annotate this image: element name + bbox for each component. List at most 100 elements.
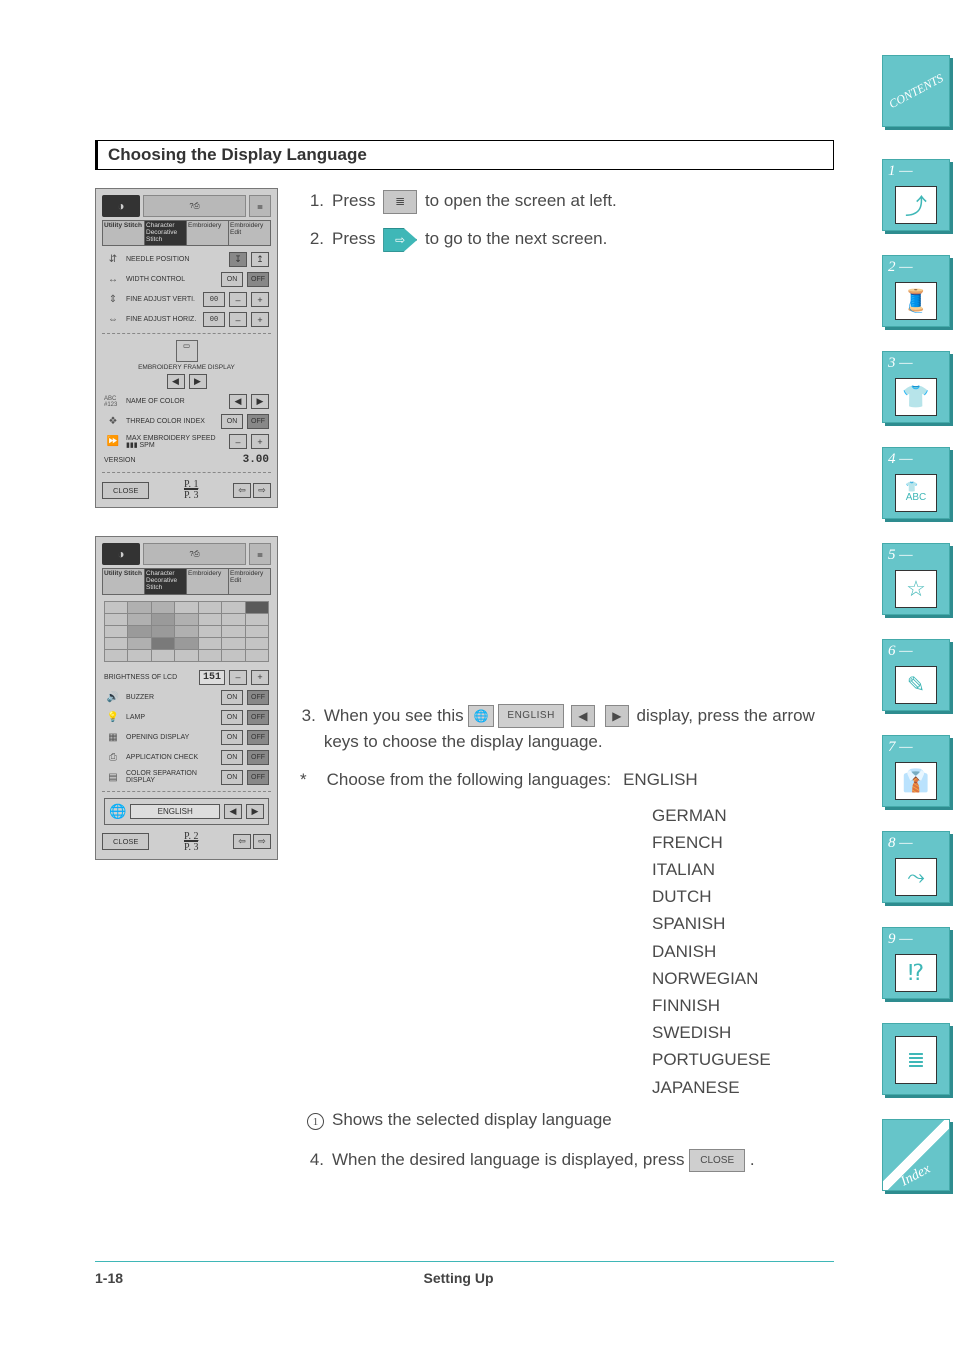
tab-chapter-6[interactable]: 6 —✎	[882, 639, 950, 711]
lang-11: JAPANESE	[652, 1074, 834, 1101]
speed-minus-button[interactable]: –	[229, 434, 247, 449]
help-icon: ?⎙	[143, 543, 246, 565]
lang-2: FRENCH	[652, 829, 834, 856]
frame-prev-button[interactable]: ◀	[167, 374, 185, 389]
tci-off-button[interactable]: OFF	[247, 414, 269, 429]
page-number: 1-18	[95, 1270, 123, 1286]
app-off-button[interactable]: OFF	[247, 750, 269, 765]
color-grid[interactable]	[104, 601, 269, 662]
page-prev-button[interactable]: ⇦	[233, 483, 251, 498]
needle-down-button[interactable]: ↧	[229, 252, 247, 267]
arrow-right-button: ▶	[605, 705, 629, 727]
lamp-off-button[interactable]: OFF	[247, 710, 269, 725]
thread-color-index-label: THREAD COLOR INDEX	[126, 418, 217, 425]
brightness-plus-button[interactable]: +	[251, 670, 269, 685]
tab-contents[interactable]: CONTENTS	[882, 55, 950, 127]
chapter-7-icon: 👔	[895, 762, 937, 800]
lamp-on-button[interactable]: ON	[221, 710, 243, 725]
step-4: 4. When the desired language is displaye…	[300, 1147, 834, 1173]
fav-minus-button[interactable]: –	[229, 292, 247, 307]
needle-up-button[interactable]: ↥	[251, 252, 269, 267]
tab-appendix[interactable]: ≣	[882, 1023, 950, 1095]
app-on-button[interactable]: ON	[221, 750, 243, 765]
language-widget: 🌐 ENGLISH ◀ ▶	[468, 704, 631, 728]
lang-7: NORWEGIAN	[652, 965, 834, 992]
noc-next-button[interactable]: ▶	[251, 394, 269, 409]
tab-utility[interactable]: Utility Stitch	[103, 569, 145, 593]
lang-8: FINNISH	[652, 992, 834, 1019]
close-button[interactable]: CLOSE	[102, 482, 149, 499]
tab-character[interactable]: Character Decorative Stitch	[145, 569, 187, 593]
lang-next-button[interactable]: ▶	[246, 804, 264, 819]
language-list: GERMAN FRENCH ITALIAN DUTCH SPANISH DANI…	[652, 802, 834, 1101]
tab-chapter-5[interactable]: 5 —☆	[882, 543, 950, 615]
version-label: VERSION	[104, 457, 239, 464]
chapter-9-icon: ⁉	[895, 954, 937, 992]
max-speed-label: MAX EMBROIDERY SPEED▮▮▮ SPM	[126, 435, 225, 449]
page-next-button[interactable]: ⇨	[253, 483, 271, 498]
lang-10: PORTUGUESE	[652, 1046, 834, 1073]
tab-embroidery[interactable]: Embroidery	[187, 221, 229, 245]
csd-on-button[interactable]: ON	[221, 770, 243, 785]
fah-plus-button[interactable]: +	[251, 312, 269, 327]
settings-screen-2: ◑ ?⎙ ≣ Utility Stitch Character Decorati…	[95, 536, 278, 859]
page-indicator: P. 2P. 3	[184, 831, 198, 853]
csd-off-button[interactable]: OFF	[247, 770, 269, 785]
brightness-minus-button[interactable]: –	[229, 670, 247, 685]
frame-icon: ▭	[176, 340, 198, 362]
tab-embroidery-edit[interactable]: Embroidery Edit	[229, 221, 270, 245]
tab-embroidery[interactable]: Embroidery	[187, 569, 229, 593]
frame-next-button[interactable]: ▶	[189, 374, 207, 389]
needle-icon: ⇵	[104, 253, 122, 267]
buzzer-label: BUZZER	[126, 694, 217, 701]
fah-value: 00	[203, 312, 225, 327]
tab-embroidery-edit[interactable]: Embroidery Edit	[229, 569, 270, 593]
opening-on-button[interactable]: ON	[221, 730, 243, 745]
globe-icon: 🌐	[109, 803, 126, 820]
tab-chapter-7[interactable]: 7 —👔	[882, 735, 950, 807]
tab-chapter-2[interactable]: 2 —🧵	[882, 255, 950, 327]
width-off-button[interactable]: OFF	[247, 272, 269, 287]
page-prev-button[interactable]: ⇦	[233, 834, 251, 849]
adjust-vert-icon: ⇕	[104, 293, 122, 307]
version-value: 3.00	[243, 454, 269, 466]
application-check-label: APPLICATION CHECK	[126, 754, 217, 761]
tab-index[interactable]: Index	[882, 1119, 950, 1191]
lang-4: DUTCH	[652, 883, 834, 910]
fav-plus-button[interactable]: +	[251, 292, 269, 307]
tab-chapter-3[interactable]: 3 —👕	[882, 351, 950, 423]
close-button[interactable]: CLOSE	[102, 833, 149, 850]
lang-5: SPANISH	[652, 910, 834, 937]
lang-prev-button[interactable]: ◀	[224, 804, 242, 819]
step-3: 3. When you see this 🌐 ENGLISH ◀ ▶ displ…	[300, 703, 834, 756]
menu-icon[interactable]: ≣	[249, 195, 271, 217]
lang-9: SWEDISH	[652, 1019, 834, 1046]
step-2: 2. Press ⇨ to go to the next screen.	[300, 226, 834, 252]
language-display: ENGLISH	[498, 704, 563, 728]
noc-prev-button[interactable]: ◀	[229, 394, 247, 409]
tab-chapter-1[interactable]: 1 —⤴	[882, 159, 950, 231]
tab-chapter-8[interactable]: 8 —⤳	[882, 831, 950, 903]
width-on-button[interactable]: ON	[221, 272, 243, 287]
lang-0: ENGLISH	[623, 767, 698, 793]
tab-chapter-4[interactable]: 4 —👕ABC	[882, 447, 950, 519]
page-next-button[interactable]: ⇨	[253, 834, 271, 849]
brightness-value: 151	[199, 670, 225, 685]
adjust-horiz-icon: ⇔	[104, 313, 122, 327]
arrow-left-button: ◀	[571, 705, 595, 727]
tab-chapter-9[interactable]: 9 —⁉	[882, 927, 950, 999]
speed-plus-button[interactable]: +	[251, 434, 269, 449]
opening-off-button[interactable]: OFF	[247, 730, 269, 745]
appendix-icon: ≣	[895, 1036, 937, 1084]
chapter-3-icon: 👕	[895, 378, 937, 416]
tab-utility[interactable]: Utility Stitch	[103, 221, 145, 245]
speed-icon: ⏩	[104, 435, 122, 449]
fah-minus-button[interactable]: –	[229, 312, 247, 327]
menu-icon[interactable]: ≣	[249, 543, 271, 565]
tci-on-button[interactable]: ON	[221, 414, 243, 429]
tab-character[interactable]: Character Decorative Stitch	[145, 221, 187, 245]
buzzer-on-button[interactable]: ON	[221, 690, 243, 705]
abc-icon: ABC #123	[104, 395, 122, 409]
presser-foot-icon: ◑	[102, 543, 140, 565]
buzzer-off-button[interactable]: OFF	[247, 690, 269, 705]
